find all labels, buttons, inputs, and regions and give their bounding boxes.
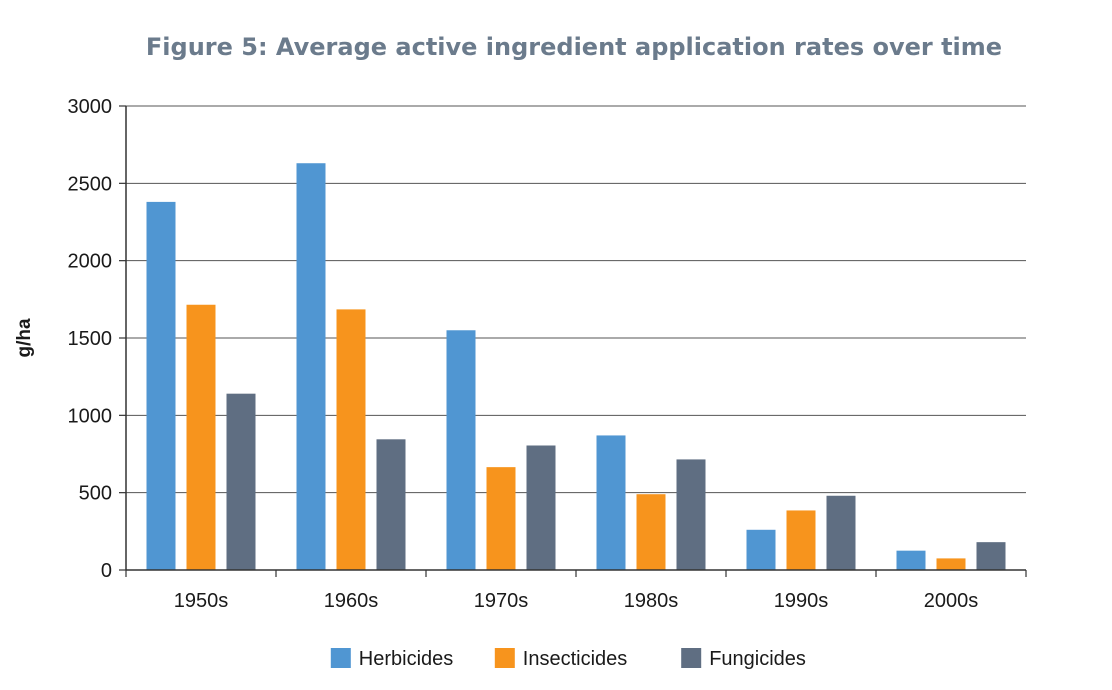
bar-fungicides-1970s [526, 445, 556, 570]
tick-labels: 0 500 1000 1500 2000 2500 3000 1950s 1960s 1970s 1… [68, 96, 979, 612]
bar-herbicides-1990s [746, 529, 776, 570]
legend-label-insecticides: Insecticides [523, 648, 628, 670]
bar-herbicides-1960s [296, 163, 326, 570]
bar-fungicides-1950s [226, 393, 256, 570]
bar-insecticides-1970s [486, 467, 516, 570]
legend-label-fungicides: Fungicides [709, 648, 806, 670]
bar-herbicides-1970s [446, 330, 476, 570]
y-tick-label: 0 [101, 560, 112, 582]
bar-herbicides-1980s [596, 435, 626, 570]
x-tick-label: 1960s [324, 590, 379, 612]
y-axis-label: g/ha [14, 318, 35, 357]
bar-insecticides-1990s [786, 510, 816, 570]
bars-group [146, 163, 1006, 571]
y-tick-label: 1000 [68, 405, 113, 427]
x-tick-label: 1980s [624, 590, 679, 612]
legend-swatch-herbicides [330, 648, 351, 668]
gridlines [126, 105, 1026, 494]
bar-fungicides-2000s [976, 542, 1006, 570]
x-tick-label: 2000s [924, 590, 979, 612]
y-tick-label: 2000 [68, 251, 113, 273]
bar-herbicides-1950s [146, 201, 176, 571]
y-tick-label: 500 [79, 483, 112, 505]
bar-fungicides-1980s [676, 459, 706, 570]
bar-insecticides-1950s [186, 304, 216, 570]
legend-label-herbicides: Herbicides [359, 648, 453, 670]
x-tick-label: 1990s [774, 590, 829, 612]
y-tick-label: 1500 [68, 328, 113, 350]
bar-fungicides-1990s [826, 495, 856, 570]
x-tick-label: 1970s [474, 590, 529, 612]
bar-herbicides-2000s [896, 550, 926, 570]
bar-insecticides-1980s [636, 494, 666, 570]
y-tick-label: 2500 [68, 173, 113, 195]
legend-swatch-insecticides [494, 648, 515, 668]
x-tick-label: 1950s [174, 590, 229, 612]
bar-insecticides-1960s [336, 309, 366, 570]
legend-swatch-fungicides [681, 648, 702, 668]
y-tick-label: 3000 [68, 96, 113, 118]
chart-title: Figure 5: Average active ingredient appl… [146, 33, 1002, 61]
bar-fungicides-1960s [376, 439, 406, 570]
axes [119, 105, 1027, 577]
legend: Herbicides Insecticides Fungicides [330, 648, 806, 670]
bar-insecticides-2000s [936, 558, 966, 570]
